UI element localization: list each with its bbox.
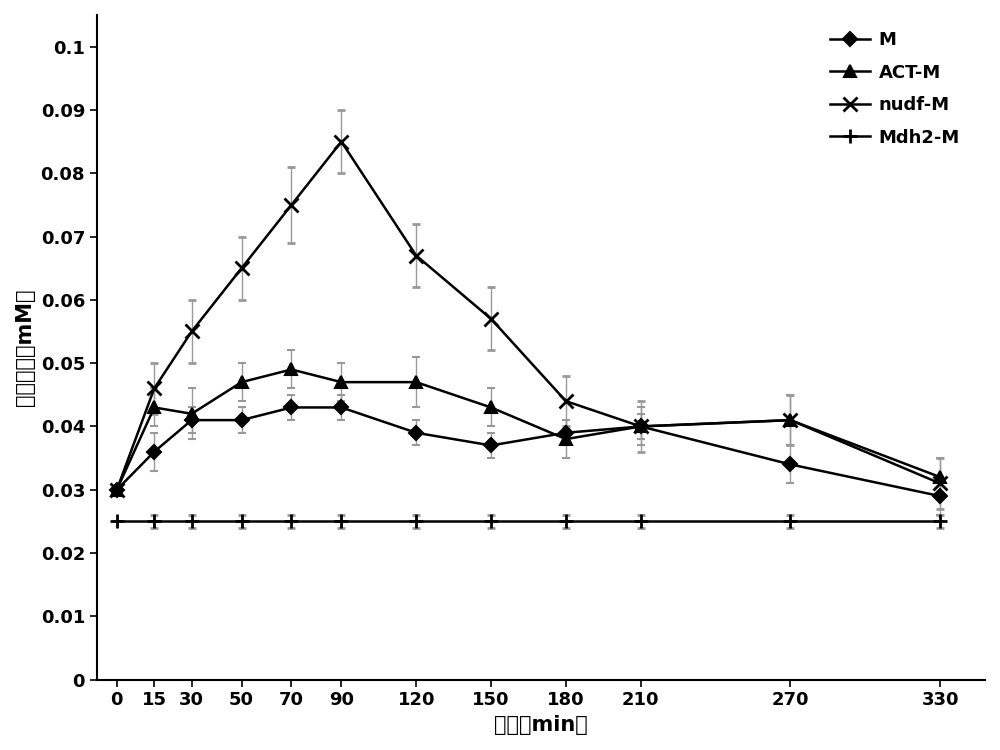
X-axis label: 时间（min）: 时间（min） xyxy=(494,715,588,735)
Legend: M, ACT-M, nudf-M, Mdh2-M: M, ACT-M, nudf-M, Mdh2-M xyxy=(823,24,967,154)
Y-axis label: 甲醇浓度（mM）: 甲醇浓度（mM） xyxy=(15,289,35,406)
